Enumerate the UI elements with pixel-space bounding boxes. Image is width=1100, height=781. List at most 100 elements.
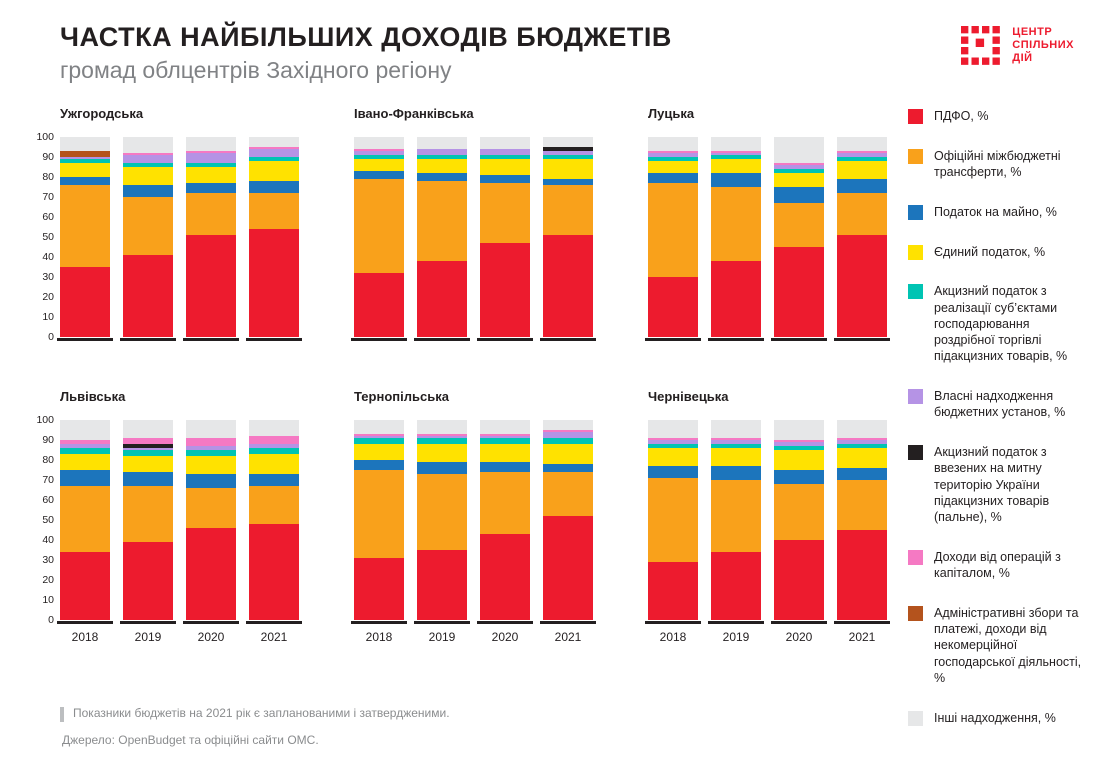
x-axis-year-label: 2021 [260, 630, 288, 644]
chart-title: Ужгородська [60, 106, 144, 121]
bar-segment-transfers [186, 488, 236, 528]
bar-segment-pdfo [837, 530, 887, 620]
bar-segment-single-tax [60, 163, 110, 177]
bar-segment-pdfo [417, 261, 467, 337]
bar-segment-other [543, 420, 593, 430]
bar-segment-other [711, 137, 761, 151]
bar-segment-capital-ops [123, 153, 173, 155]
bar-segment-property-tax [837, 468, 887, 480]
bar-segment-other [837, 420, 887, 438]
bar-segment-capital-ops [648, 438, 698, 440]
stacked-bar-2020 [771, 137, 827, 341]
bar-segment-single-tax [480, 159, 530, 175]
bar-segment-own-revenues [837, 440, 887, 444]
logo-line-3: ДІЙ [1012, 52, 1033, 65]
bar-segment-transfers [543, 472, 593, 516]
bar-segment-pdfo [480, 534, 530, 620]
bar-segment-own-revenues [249, 444, 299, 448]
bar-segment-property-tax [774, 187, 824, 203]
y-axis-tick-label: 10 [42, 311, 54, 323]
bar-segment-capital-ops [186, 151, 236, 153]
stacked-bar-2019 [120, 137, 176, 341]
bar-segment-pdfo [249, 524, 299, 620]
bar-segment-pdfo [60, 267, 110, 337]
bar-segment-property-tax [648, 466, 698, 478]
bar-segment-pdfo [417, 550, 467, 620]
bar-segment-single-tax [123, 167, 173, 185]
bar-segment-capital-ops [543, 430, 593, 432]
bar-segment-pdfo [543, 235, 593, 337]
y-axis-tick-label: 0 [48, 331, 54, 343]
bar-segment-single-tax [249, 454, 299, 474]
chart-plot [351, 137, 596, 341]
legend-item-excise-retail: Акцизний податок з реалізації суб’єктами… [908, 283, 1090, 364]
stacked-bar-2020 [771, 420, 827, 624]
bar-segment-other [543, 137, 593, 147]
bar-segment-property-tax [711, 466, 761, 480]
chart-title: Чернівецька [648, 389, 729, 404]
logo-text: ЦЕНТР СПІЛЬНИХ ДІЙ [1012, 26, 1074, 66]
bar-segment-excise-retail [711, 444, 761, 448]
legend-swatch-single-tax [908, 244, 923, 260]
bar-segment-single-tax [186, 167, 236, 183]
stacked-bar-2019 [414, 420, 470, 624]
page-subtitle: громад облцентрів Західного регіону [60, 57, 452, 83]
stacked-bar-2018 [645, 137, 701, 341]
chart-title: Луцька [648, 106, 695, 121]
bar-segment-property-tax [543, 464, 593, 472]
y-axis-tick-label: 20 [42, 291, 54, 303]
legend-item-single-tax: Єдиний податок, % [908, 244, 1090, 260]
x-axis-year-label: 2018 [365, 630, 393, 644]
chart-legend: ПДФО, % Офіційні міжбюджетні трансферти, … [908, 108, 1090, 726]
y-axis-tick-label: 0 [48, 614, 54, 626]
bar-segment-excise-retail [60, 448, 110, 454]
stacked-bar-2020 [183, 420, 239, 624]
stacked-bar-2018 [351, 420, 407, 624]
page-header: ЧАСТКА НАЙБІЛЬШИХ ДОХОДІВ БЮДЖЕТІВ грома… [60, 22, 672, 84]
bar-segment-single-tax [543, 159, 593, 179]
bar-segment-excise-retail [354, 155, 404, 159]
logo-line-2: СПІЛЬНИХ [1012, 39, 1074, 52]
bar-segment-property-tax [186, 183, 236, 193]
bar-segment-pdfo [774, 540, 824, 620]
bar-segment-other [123, 420, 173, 438]
bar-segment-single-tax [417, 159, 467, 173]
charts-grid: Ужгородська 0 10 20 30 40 50 60 70 80 90 100 Івано-Ф… [36, 106, 890, 644]
chart-plot: 0 10 20 30 40 50 60 70 80 90 100 [36, 131, 302, 343]
bar-segment-single-tax [711, 448, 761, 466]
bar-segment-pdfo [648, 277, 698, 337]
chart-5: Тернопільська 2018 2019 2020 2021 [351, 389, 596, 644]
chart-1: Ужгородська 0 10 20 30 40 50 60 70 80 90 100 [36, 106, 302, 343]
y-axis-tick-label: 40 [42, 251, 54, 263]
bar-segment-capital-ops [774, 440, 824, 442]
legend-item-capital-ops: Доходи від операцій з капіталом, % [908, 549, 1090, 582]
footnote: Показники бюджетів на 2021 рік є заплано… [60, 706, 450, 747]
y-axis-tick-label: 50 [42, 231, 54, 243]
stacked-bar-2021 [834, 420, 890, 624]
bar-segment-property-tax [480, 175, 530, 183]
bar-segment-pdfo [60, 552, 110, 620]
bar-segment-capital-ops [249, 436, 299, 444]
bar-segment-single-tax [774, 450, 824, 470]
bar-segment-capital-ops [417, 434, 467, 436]
bar-segment-excise-retail [774, 169, 824, 173]
bar-segment-excise-retail [837, 157, 887, 161]
bar-segment-single-tax [543, 444, 593, 464]
bar-segment-property-tax [123, 185, 173, 197]
bar-segment-own-revenues [774, 442, 824, 446]
footnote-source: Джерело: OpenBudget та офіційні сайти ОМ… [62, 733, 319, 747]
x-axis-year-label: 2020 [197, 630, 225, 644]
legend-label: Доходи від операцій з капіталом, % [934, 549, 1061, 581]
bar-segment-transfers [543, 185, 593, 235]
bar-segment-capital-ops [837, 151, 887, 153]
x-axis-labels: 2018 2019 2020 2021 [60, 630, 300, 644]
bar-segment-capital-ops [711, 151, 761, 153]
stacked-bar-2020 [477, 420, 533, 624]
bar-segment-excise-retail [711, 155, 761, 159]
chart-title: Тернопільська [354, 389, 449, 404]
bar-segment-own-revenues [543, 151, 593, 155]
bar-segment-capital-ops [711, 438, 761, 440]
bar-segment-own-revenues [123, 155, 173, 163]
bar-segment-own-revenues [186, 153, 236, 163]
footnote-note: Показники бюджетів на 2021 рік є заплано… [73, 706, 450, 720]
